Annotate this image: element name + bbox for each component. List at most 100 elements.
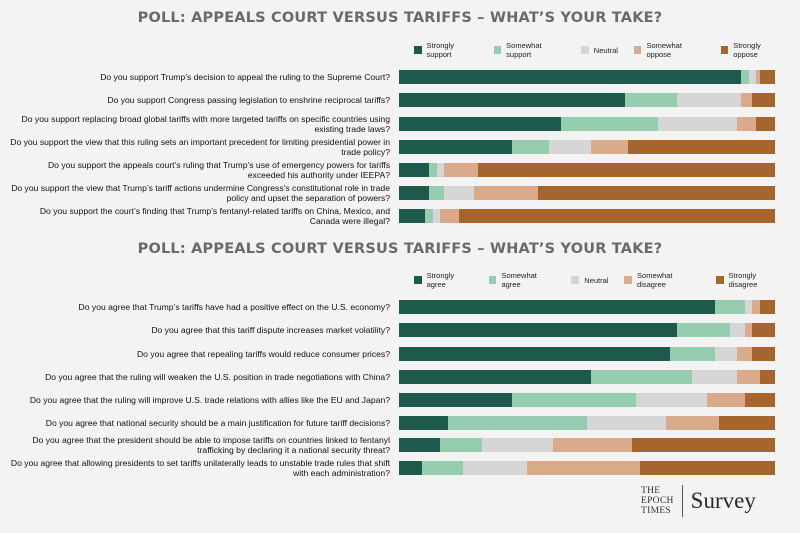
bar-segment-strong-negative bbox=[759, 300, 775, 314]
question-label: Do you agree that allowing presidents to… bbox=[10, 458, 390, 478]
stacked-bar bbox=[399, 140, 775, 154]
question-label: Do you agree that Trump’s tariffs have h… bbox=[78, 302, 390, 312]
bar-segment-somewhat-negative bbox=[737, 347, 753, 361]
legend-swatch bbox=[716, 276, 724, 284]
legend-item-strong-positive: Strongly agree bbox=[414, 271, 473, 289]
bar-segment-strong-negative bbox=[459, 209, 775, 223]
bar-segment-strong-negative bbox=[752, 323, 775, 337]
legend-swatch bbox=[493, 46, 502, 54]
legend-swatch bbox=[624, 276, 633, 284]
legend-swatch bbox=[580, 46, 589, 54]
epoch-times-survey-logo: THE EPOCH TIMES Survey bbox=[641, 484, 756, 518]
bar-segment-strong-negative bbox=[538, 186, 775, 200]
legend-swatch bbox=[571, 276, 580, 284]
bar-segment-strong-positive bbox=[399, 70, 742, 84]
bar-segment-strong-negative bbox=[477, 163, 775, 177]
legend-label: Strongly support bbox=[426, 41, 455, 59]
bar-segment-somewhat-negative bbox=[752, 300, 760, 314]
bar-segment-somewhat-positive bbox=[714, 300, 745, 314]
legend-label: Somewhat agree bbox=[501, 271, 537, 289]
bar-segment-somewhat-negative bbox=[665, 416, 719, 430]
bar-segment-somewhat-positive bbox=[669, 347, 715, 361]
legend-item-somewhat-positive: Somewhat agree bbox=[488, 271, 555, 289]
bar-segment-strong-negative bbox=[632, 438, 775, 452]
bar-segment-strong-positive bbox=[399, 461, 422, 475]
legend-label: Somewhat disagree bbox=[637, 271, 673, 289]
bar-segment-neutral bbox=[549, 140, 591, 154]
stacked-bar bbox=[399, 438, 775, 452]
bar-segment-strong-negative bbox=[744, 393, 775, 407]
legend-swatch bbox=[720, 46, 729, 54]
question-label: Do you agree that the president should b… bbox=[32, 435, 390, 455]
question-label: Do you support the view that this ruling… bbox=[10, 137, 390, 157]
stacked-bar bbox=[399, 393, 775, 407]
question-label: Do you support the court’s finding that … bbox=[39, 206, 390, 226]
bar-segment-neutral bbox=[658, 117, 738, 131]
question-label: Do you support replacing broad global ta… bbox=[21, 114, 390, 134]
stacked-bar bbox=[399, 370, 775, 384]
bar-segment-strong-positive bbox=[399, 117, 561, 131]
legend-item-strong-positive: Strongly support bbox=[414, 41, 478, 59]
legend-item-somewhat-negative: Somewhat oppose bbox=[633, 41, 705, 59]
bar-segment-somewhat-positive bbox=[590, 370, 693, 384]
question-label: Do you agree that national security shou… bbox=[45, 418, 390, 428]
bar-segment-strong-negative bbox=[759, 70, 775, 84]
bar-segment-neutral bbox=[586, 416, 666, 430]
logo-line-3: TIMES bbox=[641, 506, 671, 516]
legend-item-strong-negative: Strongly disagree bbox=[716, 271, 784, 289]
bar-segment-strong-positive bbox=[399, 186, 430, 200]
bar-segment-neutral bbox=[744, 300, 753, 314]
question-label: Do you support the appeals court’s rulin… bbox=[47, 160, 390, 180]
bar-segment-somewhat-negative bbox=[756, 70, 760, 84]
bar-segment-somewhat-positive bbox=[447, 416, 587, 430]
bar-segment-somewhat-negative bbox=[474, 186, 539, 200]
legend-label: Somewhat support bbox=[506, 41, 542, 59]
bar-segment-neutral bbox=[462, 461, 527, 475]
bar-segment-strong-positive bbox=[399, 393, 512, 407]
bar-segment-strong-positive bbox=[399, 438, 441, 452]
legend-swatch bbox=[488, 276, 497, 284]
bar-segment-neutral bbox=[481, 438, 554, 452]
legend-label: Strongly disagree bbox=[728, 271, 758, 289]
legend-label: Strongly agree bbox=[426, 271, 455, 289]
bar-segment-neutral bbox=[432, 209, 441, 223]
bar-segment-strong-negative bbox=[756, 117, 775, 131]
stacked-bar bbox=[399, 70, 775, 84]
bar-segment-neutral bbox=[677, 93, 742, 107]
stacked-bar bbox=[399, 300, 775, 314]
bar-segment-somewhat-positive bbox=[421, 461, 463, 475]
legend-item-strong-negative: Strongly oppose bbox=[720, 41, 784, 59]
legend-label: Neutral bbox=[593, 45, 618, 55]
bar-segment-somewhat-positive bbox=[511, 140, 550, 154]
epoch-times-wordmark: THE EPOCH TIMES bbox=[641, 486, 674, 516]
bar-segment-somewhat-positive bbox=[425, 209, 433, 223]
question-label: Do you agree that the ruling will weaken… bbox=[45, 372, 390, 382]
bar-segment-somewhat-negative bbox=[741, 93, 753, 107]
bar-segment-somewhat-positive bbox=[560, 117, 659, 131]
bar-segment-strong-positive bbox=[399, 416, 448, 430]
bar-segment-neutral bbox=[635, 393, 708, 407]
bar-segment-somewhat-positive bbox=[429, 163, 437, 177]
bar-segment-strong-negative bbox=[639, 461, 775, 475]
stacked-bar bbox=[399, 186, 775, 200]
bar-segment-strong-positive bbox=[399, 347, 670, 361]
chart-1-title: POLL: APPEALS COURT VERSUS TARIFFS – WHA… bbox=[137, 10, 663, 26]
legend-item-neutral: Neutral bbox=[571, 276, 608, 285]
legend-swatch bbox=[414, 46, 422, 54]
bar-segment-strong-positive bbox=[399, 323, 678, 337]
chart-2-title: POLL: APPEALS COURT VERSUS TARIFFS – WHA… bbox=[137, 241, 663, 257]
chart-1-legend: Strongly support Somewhat support Neutral S… bbox=[414, 41, 800, 59]
bar-segment-somewhat-negative bbox=[744, 323, 753, 337]
legend-swatch bbox=[414, 276, 422, 284]
bar-segment-neutral bbox=[714, 347, 738, 361]
bar-segment-somewhat-positive bbox=[624, 93, 678, 107]
legend-item-somewhat-positive: Somewhat support bbox=[493, 41, 565, 59]
bar-segment-somewhat-negative bbox=[440, 209, 460, 223]
question-label: Do you support Trump’s decision to appea… bbox=[100, 72, 390, 82]
bar-segment-strong-positive bbox=[399, 300, 715, 314]
bar-segment-somewhat-positive bbox=[440, 438, 482, 452]
bar-segment-strong-negative bbox=[752, 93, 775, 107]
bar-segment-strong-negative bbox=[628, 140, 775, 154]
logo-divider bbox=[681, 485, 683, 517]
bar-segment-neutral bbox=[436, 163, 445, 177]
